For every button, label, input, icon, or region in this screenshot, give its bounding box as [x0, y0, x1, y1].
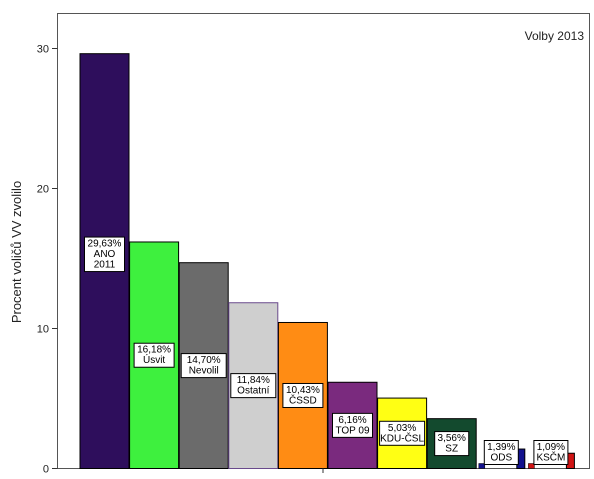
bar-group: 3,56%SZ: [426, 418, 477, 470]
data-label-box: [133, 342, 175, 368]
data-label: ODS: [490, 453, 512, 464]
y-tick-label: 10: [37, 324, 49, 336]
data-label: KSČM: [536, 451, 565, 464]
data-label: 3,56%: [438, 433, 466, 444]
data-label: Ostatní: [237, 386, 269, 397]
data-label-box: [230, 373, 277, 399]
bar-left-stub: [528, 463, 535, 469]
data-label: 1,39%: [487, 442, 515, 453]
data-label: 11,84%: [237, 375, 270, 386]
data-label: 10,43%: [286, 385, 320, 396]
data-label-box: [379, 420, 426, 446]
data-label: 14,70%: [187, 355, 221, 366]
data-label: 29,63%: [88, 239, 122, 250]
data-label: Úsvit: [143, 353, 165, 366]
chart-note: Volby 2013: [525, 29, 585, 43]
y-tick-label: 0: [43, 464, 49, 476]
data-label: 2011: [94, 260, 116, 271]
bar-left-stub: [478, 463, 486, 469]
data-label: Nevolil: [189, 366, 219, 377]
data-label-box: [180, 353, 227, 379]
bar-group: 14,70%Nevolil: [178, 262, 229, 470]
data-label: ČSSD: [289, 393, 317, 406]
bar-group: 10,43%ČSSD: [277, 321, 328, 470]
y-tick-label: 20: [37, 184, 49, 196]
data-label: SZ: [445, 444, 458, 455]
bar-group: 1,39%ODS: [478, 440, 526, 470]
data-label-box: [84, 236, 125, 273]
data-label-box: [282, 382, 324, 408]
data-label: 16,18%: [137, 345, 171, 356]
y-axis-title: Procent voličů VV zvolilo: [9, 181, 24, 323]
data-label-box: [434, 431, 470, 457]
bar-group: 1,09%KSČM: [528, 440, 575, 469]
data-label: 5,03%: [388, 423, 416, 434]
y-tick-label: 30: [37, 44, 49, 56]
y-axis: 0 10 20 30: [37, 44, 58, 476]
data-label: TOP 09: [335, 425, 370, 436]
data-label-box: [483, 440, 519, 465]
data-label: 1,09%: [537, 442, 565, 453]
data-label-box: [533, 440, 569, 465]
data-label-box: [332, 412, 373, 438]
data-label: 6,16%: [338, 415, 366, 426]
bar-group: 6,16%TOP 09: [327, 381, 378, 470]
data-label: KDU-ČSL: [380, 431, 424, 444]
bar-group: 16,18%Úsvit: [129, 241, 180, 469]
bar-group: 11,84%Ostatní: [228, 302, 279, 469]
data-label: ANO: [94, 249, 116, 260]
bar-group: 5,03%KDU-ČSL: [377, 397, 428, 469]
